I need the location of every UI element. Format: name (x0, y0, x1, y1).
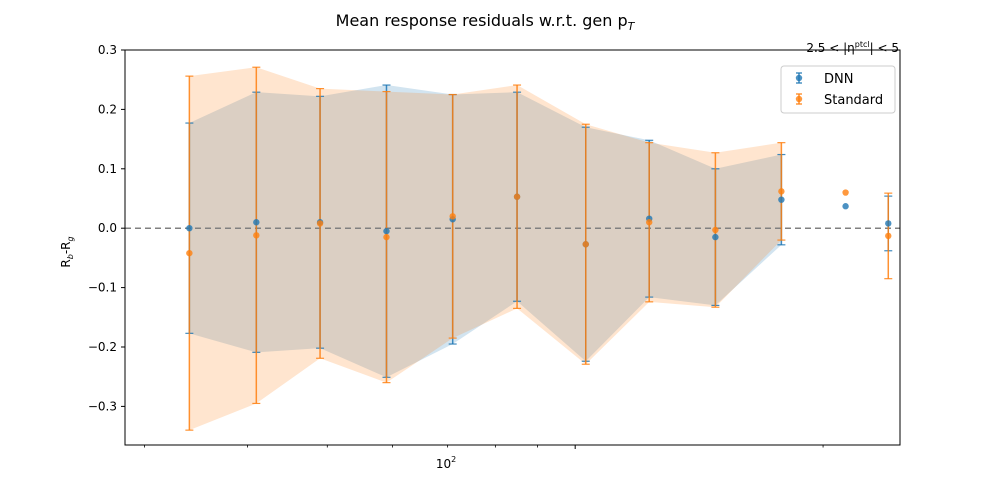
point-standard (778, 188, 785, 195)
point-standard (513, 193, 521, 200)
band-dnn (189, 85, 782, 378)
x-tick-label-major: 102 (436, 455, 456, 471)
point-dnn (842, 203, 849, 210)
point-standard (582, 241, 589, 248)
plot-frame (124, 49, 901, 446)
legend-marker-icon (795, 95, 803, 103)
y-tick-label: 0.1 (98, 162, 117, 176)
y-tick-label: −0.1 (88, 281, 117, 295)
chart-title-subscript: T (628, 20, 636, 33)
legend: DNN Standard (780, 65, 896, 114)
point-standard (186, 249, 193, 257)
chart-title: Mean response residuals w.r.t. gen pT (336, 11, 636, 33)
y-tick-label: 0.3 (98, 43, 117, 57)
legend-label: Standard (824, 93, 883, 108)
point-standard (253, 232, 260, 239)
point-standard (712, 226, 719, 234)
point-standard (449, 213, 456, 220)
point-standard (646, 219, 653, 226)
point-dnn (253, 219, 260, 226)
point-standard (383, 233, 390, 241)
legend-entry-dnn: DNN (795, 72, 853, 87)
legend-marker-icon (795, 74, 803, 82)
x-axis-ticks: 102 (144, 445, 824, 471)
point-dnn (885, 220, 892, 227)
point-standard (842, 189, 849, 196)
y-tick-label: −0.2 (88, 340, 117, 354)
point-dnn (186, 224, 193, 232)
band-standard (189, 67, 782, 431)
y-axis-ticks: −0.3 −0.2 −0.1 0.0 0.1 0.2 0.3 (88, 43, 125, 413)
y-tick-label: −0.3 (88, 399, 117, 413)
y-tick-label: 0.2 (98, 102, 117, 116)
legend-label: DNN (824, 72, 853, 87)
region-label: 2.5 < |ηptcl| < 5 (806, 40, 899, 55)
uncertainty-bands (189, 67, 782, 431)
y-axis-label: Rb-Rg (59, 236, 75, 267)
legend-box (780, 65, 896, 114)
point-dnn (712, 233, 719, 241)
point-standard (885, 232, 892, 240)
point-dnn (778, 196, 785, 203)
point-dnn (383, 227, 390, 235)
point-standard (316, 220, 324, 227)
y-tick-label: 0.0 (98, 221, 117, 235)
legend-entry-standard: Standard (795, 93, 883, 108)
data-points (186, 188, 892, 257)
